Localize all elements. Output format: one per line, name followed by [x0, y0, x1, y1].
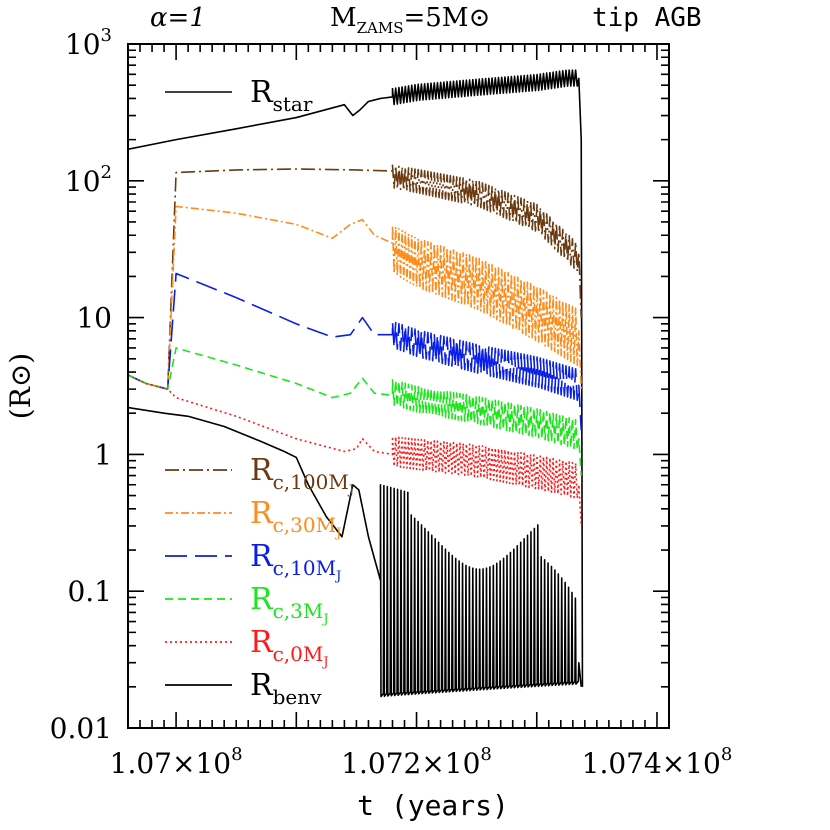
axis-ticks — [127, 43, 670, 729]
legend-label: Rc,0MJ — [250, 625, 329, 670]
series-line-rc-100mj — [129, 164, 583, 390]
legend-label: Rc,100MJ — [250, 453, 354, 498]
series-line-rc-0mj — [129, 374, 583, 526]
legend-label: Rc,3MJ — [250, 582, 329, 627]
y-tick-label: 102 — [65, 162, 112, 198]
x-tick-label: 1.07×108 — [110, 744, 243, 780]
y-axis-label: (R⊙) — [4, 353, 37, 419]
y-tick-label: 1 — [94, 438, 112, 471]
legend-top: Rstar — [165, 75, 313, 116]
series-line-rc-30mj — [129, 205, 583, 390]
y-tick-label: 0.01 — [50, 712, 112, 745]
y-tick-label: 103 — [65, 25, 112, 61]
x-tick-label: 1.074×108 — [582, 744, 733, 780]
x-axis-label: t (years) — [357, 789, 509, 822]
y-tick-label: 10 — [76, 302, 112, 335]
plot-frame — [127, 43, 670, 729]
series-lines — [129, 69, 584, 698]
series-line-rc-3mj — [129, 347, 583, 476]
legend-label: Rbenv — [250, 668, 322, 709]
y-tick-label: 0.1 — [67, 575, 112, 608]
series-line-rstar — [129, 69, 584, 687]
header-mass: MZAMS=5M⊙ — [330, 3, 490, 37]
series-line-rc-10mj — [129, 272, 583, 431]
header-phase: tip AGB — [592, 3, 702, 33]
legend-label-rstar: Rstar — [250, 75, 313, 116]
x-tick-labels: 1.07×108 1.072×108 1.074×108 — [110, 744, 733, 780]
tick-marks — [127, 43, 670, 729]
header-alpha: α=1 — [150, 3, 206, 33]
legend-label: Rc,30MJ — [250, 496, 341, 541]
legend-label: Rc,10MJ — [250, 539, 341, 584]
series-line-rbenv — [129, 406, 583, 698]
x-tick-label: 1.072×108 — [341, 744, 492, 780]
